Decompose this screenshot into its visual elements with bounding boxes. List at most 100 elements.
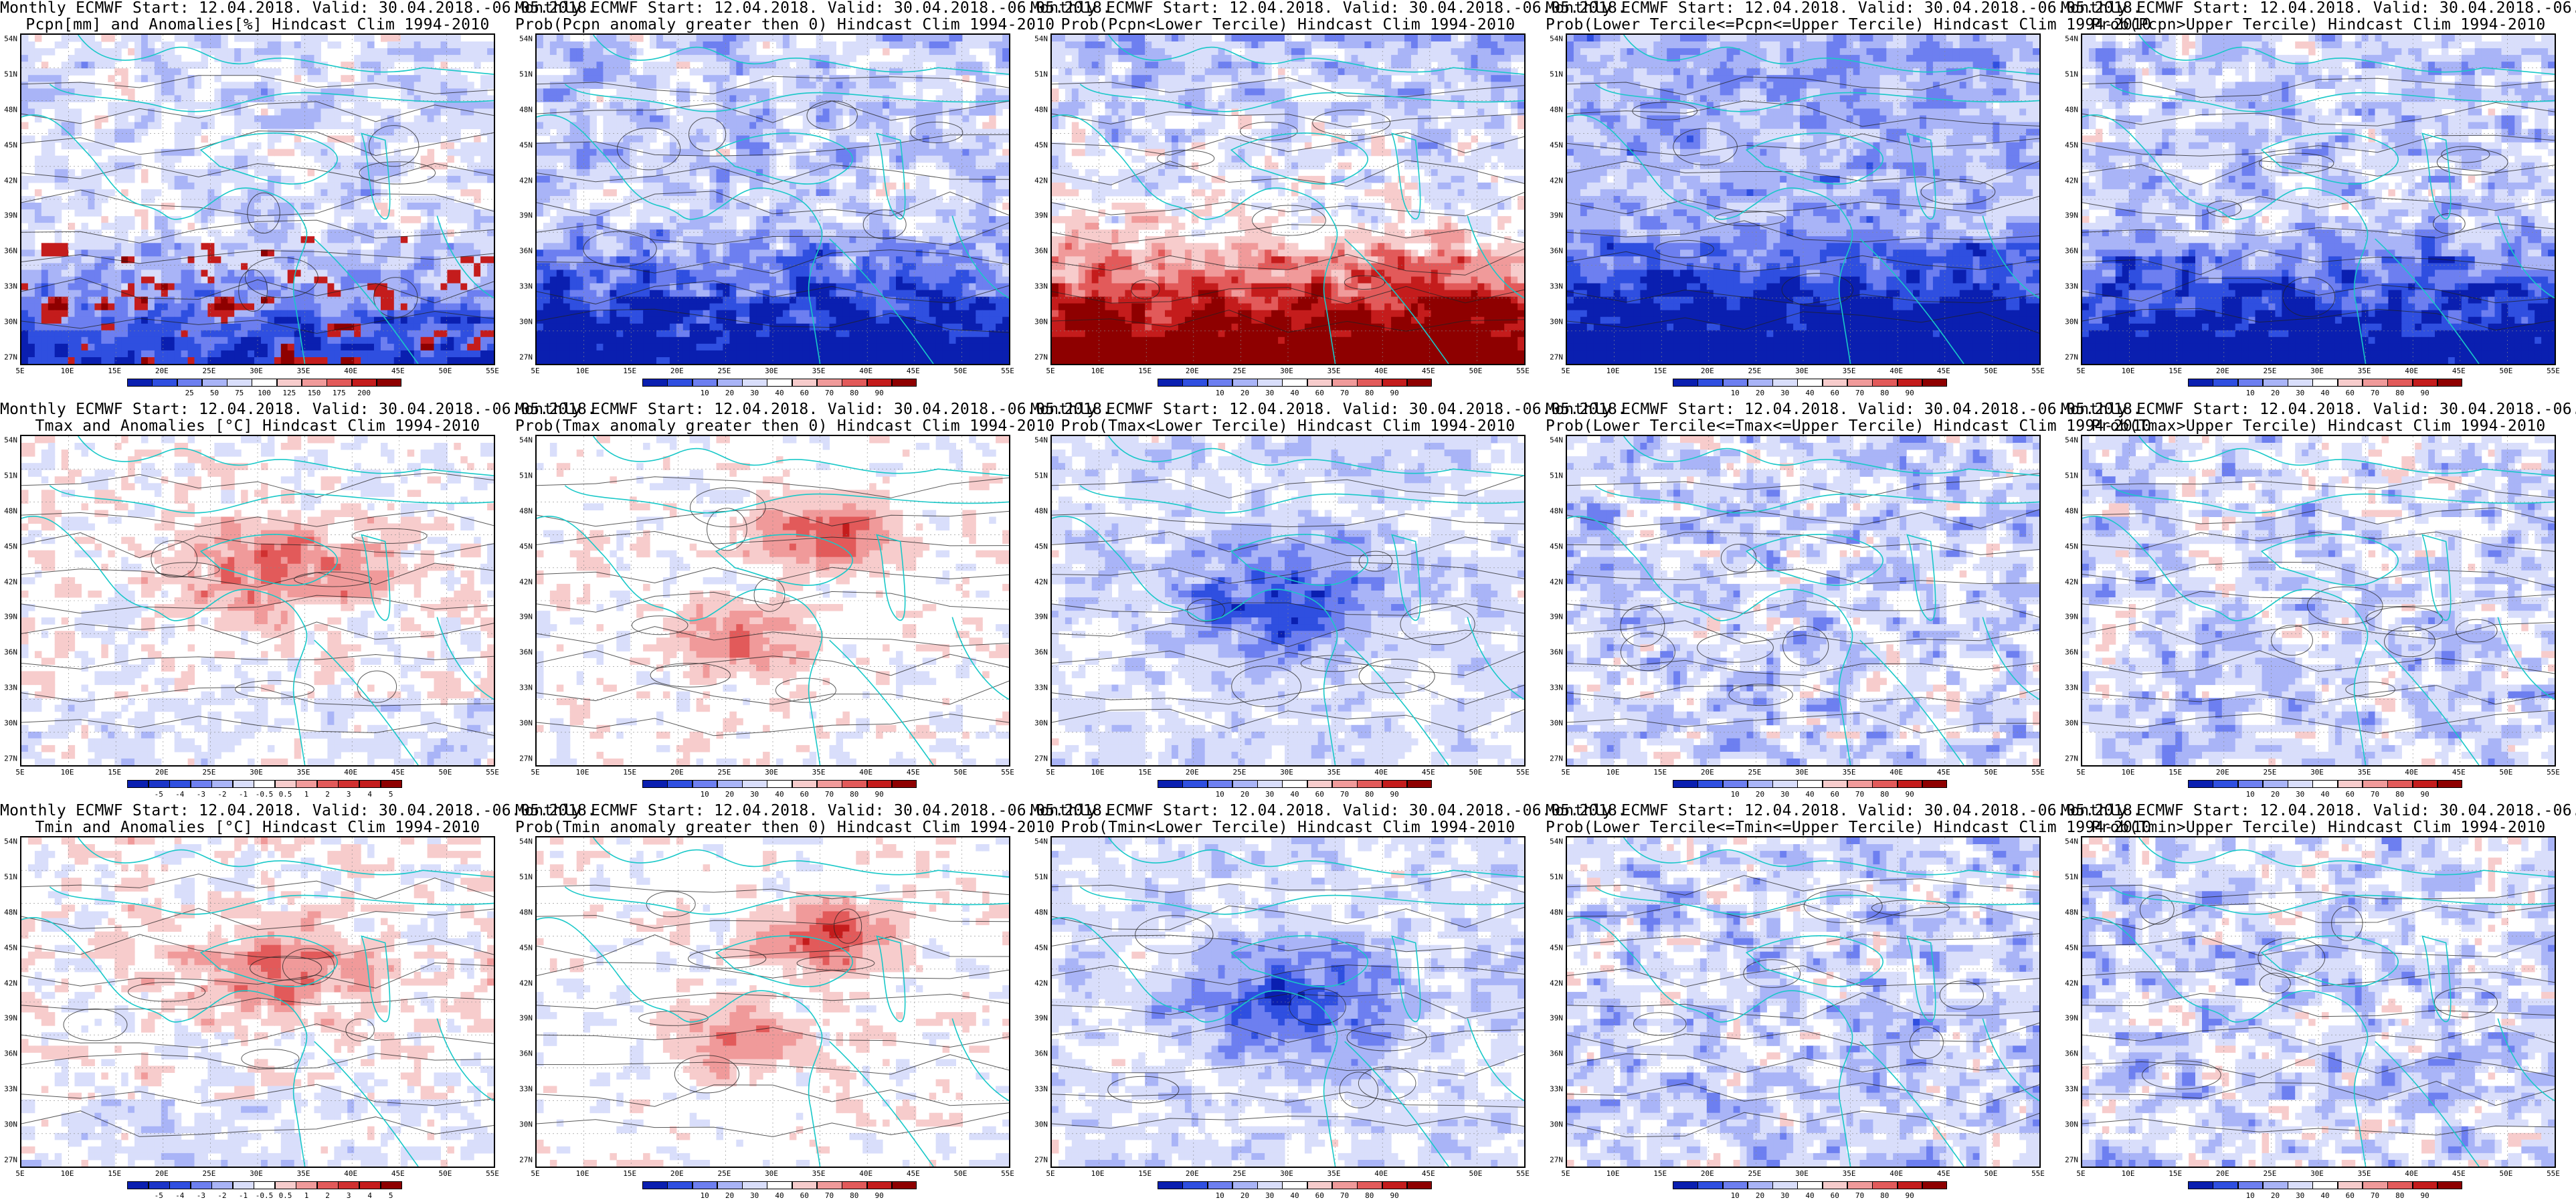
forecast-panel: Monthly ECMWF Start: 12.04.2018. Valid: … (0, 401, 596, 803)
colorbar-label: 60 (1315, 1191, 1324, 1200)
colorbar-swatch (1722, 379, 1748, 387)
forecast-map (535, 33, 1010, 365)
panel-title-line2: Prob(Pcpn>Upper Tercile) Hindcast Clim 1… (2061, 17, 2576, 33)
longitude-label: 45E (391, 367, 405, 375)
panel-title-line1: Monthly ECMWF Start: 12.04.2018. Valid: … (1546, 0, 2142, 17)
latitude-label: 30N (2065, 719, 2078, 728)
colorbar-swatch (1897, 379, 1923, 387)
latitude-label: 27N (4, 353, 17, 362)
forecast-map (20, 836, 495, 1168)
longitude-label: 10E (1091, 1169, 1105, 1178)
longitude-label: 40E (1890, 768, 1903, 777)
latitude-label: 45N (1550, 542, 1563, 550)
colorbar-swatch (767, 1181, 793, 1189)
latitude-label: 36N (1550, 1049, 1563, 1058)
longitude-label: 55E (2031, 768, 2045, 777)
forecast-map (2081, 836, 2556, 1168)
colorbar: 10 20 30 40 60 70 80 90 (1158, 780, 1433, 799)
longitude-label: 5E (531, 1169, 539, 1178)
colorbar-label: 90 (1390, 389, 1398, 397)
longitude-label: 5E (1046, 367, 1054, 375)
colorbar-label: 70 (825, 389, 834, 397)
latitude-label: 45N (4, 943, 17, 952)
longitude-label: 30E (1795, 768, 1809, 777)
latitude-label: 30N (1034, 719, 1048, 728)
longitude-label: 10E (61, 768, 74, 777)
colorbar-label: 30 (750, 790, 759, 799)
latitude-label: 42N (519, 979, 533, 987)
colorbar-swatch (351, 379, 377, 387)
panel-title-line1: Monthly ECMWF Start: 12.04.2018. Valid: … (1546, 803, 2142, 819)
latitude-label: 30N (1034, 318, 1048, 326)
forecast-map (535, 836, 1010, 1168)
colorbar-swatch (1307, 1181, 1333, 1189)
longitude-label: 40E (344, 1169, 357, 1178)
latitude-label: 39N (2065, 211, 2078, 220)
forecast-panel: Monthly ECMWF Start: 12.04.2018. Valid: … (1546, 803, 2151, 1204)
colorbar-swatch (717, 379, 743, 387)
colorbar-swatch (1747, 379, 1773, 387)
panel-title-line1: Monthly ECMWF Start: 12.04.2018. Valid: … (1030, 803, 1627, 819)
latitude-label: 36N (519, 247, 533, 256)
colorbar-label: 30 (1265, 790, 1274, 799)
colorbar-swatch (1772, 780, 1798, 788)
longitude-label: 15E (2169, 768, 2182, 777)
latitude-label: 42N (519, 577, 533, 586)
colorbar: 10 20 30 40 60 70 80 90 (2188, 1181, 2463, 1200)
longitude-label: 30E (2310, 367, 2324, 375)
colorbar-label: 150 (308, 389, 321, 397)
colorbar-label: 20 (725, 1191, 734, 1200)
colorbar-label: 40 (1805, 389, 1814, 397)
colorbar-swatch (1697, 780, 1724, 788)
colorbar-swatch (1697, 379, 1724, 387)
longitude-label: 20E (1186, 1169, 1199, 1178)
latitude-label: 33N (2065, 684, 2078, 692)
longitude-label: 30E (765, 367, 778, 375)
colorbar-swatch (2213, 1181, 2239, 1189)
longitude-label: 45E (2452, 768, 2466, 777)
colorbar-swatch (1673, 379, 1698, 387)
colorbar-swatch (767, 780, 793, 788)
latitude-label: 27N (519, 755, 533, 763)
forecast-panel: Monthly ECMWF Start: 12.04.2018. Valid: … (1030, 0, 1627, 401)
colorbar-swatch (1307, 780, 1333, 788)
latitude-label: 27N (2065, 755, 2078, 763)
colorbar-label: 10 (2246, 389, 2255, 397)
colorbar: 10 20 30 40 60 70 80 90 (642, 1181, 917, 1200)
panel-title-line1: Monthly ECMWF Start: 12.04.2018. Valid: … (515, 401, 1111, 418)
colorbar-swatch (2437, 379, 2463, 387)
colorbar-label: 25 (185, 389, 194, 397)
colorbar-swatch (2362, 379, 2388, 387)
latitude-label: 30N (4, 1120, 17, 1129)
longitude-label: 35E (1843, 768, 1856, 777)
latitude-label: 42N (519, 176, 533, 185)
latitude-label: 48N (1034, 105, 1048, 114)
panel-title: Monthly ECMWF Start: 12.04.2018. Valid: … (515, 401, 1111, 435)
longitude-label: 15E (1138, 367, 1152, 375)
colorbar-label: 90 (1390, 790, 1398, 799)
longitude-label: 20E (155, 1169, 169, 1178)
longitude-label: 20E (2216, 367, 2229, 375)
longitude-label: 10E (1606, 367, 1620, 375)
latitude-label: 54N (1034, 837, 1048, 846)
colorbar-swatch (1357, 780, 1382, 788)
longitude-label: 5E (2076, 768, 2085, 777)
colorbar: 10 20 30 40 60 70 80 90 (1673, 1181, 1948, 1200)
colorbar-label: 40 (1805, 1191, 1814, 1200)
colorbar-label: 70 (1855, 1191, 1864, 1200)
colorbar-swatch (1232, 1181, 1258, 1189)
colorbar-label: 2 (325, 790, 330, 799)
longitude-label: 50E (1469, 1169, 1482, 1178)
longitude-label: 55E (1516, 768, 1530, 777)
latitude-axis: 54N 51N 48N 45N 42N 39N 36N 33N 30N 27N (0, 836, 19, 1168)
colorbar: 10 20 30 40 60 70 80 90 (642, 379, 917, 397)
latitude-label: 54N (1550, 837, 1563, 846)
longitude-label: 5E (15, 367, 24, 375)
latitude-label: 33N (4, 1085, 17, 1094)
latitude-label: 27N (4, 1156, 17, 1165)
longitude-label: 10E (2122, 768, 2135, 777)
forecast-map (2081, 33, 2556, 365)
colorbar-swatch (866, 780, 893, 788)
latitude-axis: 54N 51N 48N 45N 42N 39N 36N 33N 30N 27N (515, 836, 534, 1168)
colorbar-swatch (201, 379, 227, 387)
